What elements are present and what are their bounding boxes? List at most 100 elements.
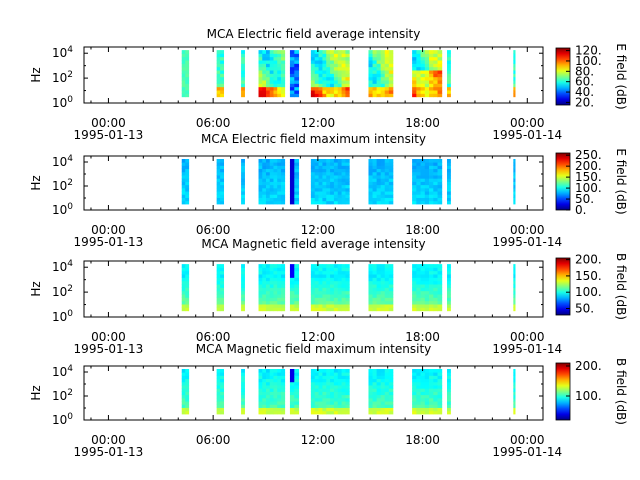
spectrogram-cell xyxy=(333,294,339,298)
spectrogram-cell xyxy=(318,171,323,176)
spectrogram-cell xyxy=(380,76,386,81)
spectrogram-cell xyxy=(337,73,342,78)
spectrogram-cell xyxy=(341,397,346,402)
spectrogram-cell xyxy=(412,184,417,189)
spectrogram-cell xyxy=(241,404,245,408)
spectrogram-cell xyxy=(273,277,278,282)
spectrogram-cell xyxy=(322,280,327,285)
spectrogram-cell xyxy=(322,187,327,192)
spectrogram-cell xyxy=(437,187,443,192)
spectrogram-cell xyxy=(273,168,278,173)
spectrogram-cell xyxy=(376,83,382,88)
spectrogram-cell xyxy=(345,397,350,402)
spectrogram-cell xyxy=(376,304,382,308)
x-date-label: 1995-01-13 xyxy=(74,445,144,459)
spectrogram-cell xyxy=(220,197,225,202)
spectrogram-cell xyxy=(416,70,421,74)
spectrogram-cell xyxy=(420,297,426,302)
spectrogram-cell xyxy=(412,53,417,58)
spectrogram-cell xyxy=(280,410,286,415)
spectrogram-cell xyxy=(341,264,346,268)
spectrogram-cell xyxy=(241,168,245,173)
spectrogram-cell xyxy=(412,60,417,64)
spectrogram-cell xyxy=(437,284,443,288)
spectrogram-cell xyxy=(269,274,274,278)
spectrogram-cell xyxy=(181,86,186,91)
spectrogram-cell xyxy=(433,375,438,380)
spectrogram-cell xyxy=(337,60,342,64)
spectrogram-cell xyxy=(262,56,267,61)
spectrogram-cell xyxy=(294,307,300,312)
spectrogram-cell xyxy=(333,159,339,163)
spectrogram-cell xyxy=(341,191,346,195)
spectrogram-cell xyxy=(368,401,373,405)
spectrogram-cell xyxy=(181,274,186,278)
spectrogram-cell xyxy=(420,385,426,389)
spectrogram-cell xyxy=(280,270,286,275)
spectrogram-cell xyxy=(412,394,417,399)
spectrogram-cell xyxy=(280,307,286,312)
spectrogram-cell xyxy=(314,197,319,202)
spectrogram-cell xyxy=(258,175,263,179)
x-tick-label: 12:00 xyxy=(301,116,336,130)
spectrogram-cell xyxy=(294,297,300,302)
spectrogram-cell xyxy=(294,56,300,61)
spectrogram-cell xyxy=(318,60,323,64)
x-tick-label: 06:00 xyxy=(196,116,231,130)
spectrogram-cell xyxy=(429,56,434,61)
spectrogram-cell xyxy=(333,264,339,268)
spectrogram-cell xyxy=(220,294,225,298)
spectrogram-cell xyxy=(513,200,516,205)
spectrogram-cell xyxy=(258,297,263,302)
spectrogram-cell xyxy=(333,394,339,399)
spectrogram-cell xyxy=(326,63,331,68)
spectrogram-cell xyxy=(326,407,331,412)
spectrogram-cell xyxy=(372,159,378,163)
spectrogram-cell xyxy=(330,378,335,383)
spectrogram-cell xyxy=(384,404,390,408)
spectrogram-cell xyxy=(429,385,434,389)
spectrogram-cell xyxy=(280,63,286,68)
spectrogram-cell xyxy=(420,375,426,380)
spectrogram-cell xyxy=(314,264,319,268)
spectrogram-cell xyxy=(181,165,186,170)
spectrogram-cell xyxy=(318,284,323,288)
spectrogram-cell xyxy=(513,178,516,182)
spectrogram-cell xyxy=(437,200,443,205)
spectrogram-cell xyxy=(388,60,394,64)
spectrogram-cell xyxy=(333,162,339,166)
spectrogram-cell xyxy=(330,287,335,292)
spectrogram-cell xyxy=(433,66,438,71)
spectrogram-cell xyxy=(294,162,300,166)
spectrogram-cell xyxy=(345,53,350,58)
spectrogram-cell xyxy=(318,304,323,308)
colorbar-tick-label: 200. xyxy=(575,253,602,267)
spectrogram-cell xyxy=(269,277,274,282)
spectrogram-cell xyxy=(380,270,386,275)
y-tick-label: 100 xyxy=(52,309,73,324)
spectrogram-cell xyxy=(280,297,286,302)
spectrogram-cell xyxy=(258,264,263,268)
spectrogram-cell xyxy=(269,410,274,415)
spectrogram-cell xyxy=(280,404,286,408)
x-tick-label: 00:00 xyxy=(510,223,545,237)
spectrogram-cell xyxy=(424,187,430,192)
spectrogram-cell xyxy=(289,394,295,399)
spectrogram-cell xyxy=(266,159,271,163)
spectrogram-cell xyxy=(266,56,271,61)
spectrogram-cell xyxy=(416,267,421,272)
spectrogram-cell xyxy=(424,175,430,179)
spectrogram-cell xyxy=(388,304,394,308)
colorbar-tick-label: 40. xyxy=(575,85,594,99)
spectrogram-cell xyxy=(341,80,346,84)
spectrogram-cell xyxy=(326,175,331,179)
spectrogram-cell xyxy=(262,277,267,282)
spectrogram-cell xyxy=(384,401,390,405)
spectrogram-cell xyxy=(412,378,417,383)
spectrogram-cell xyxy=(424,80,430,84)
spectrogram-cell xyxy=(314,53,319,58)
spectrogram-cell xyxy=(388,401,394,405)
colorbar-tick-label: 150. xyxy=(575,269,602,283)
spectrogram-cell xyxy=(424,404,430,408)
spectrogram-cell xyxy=(420,304,426,308)
